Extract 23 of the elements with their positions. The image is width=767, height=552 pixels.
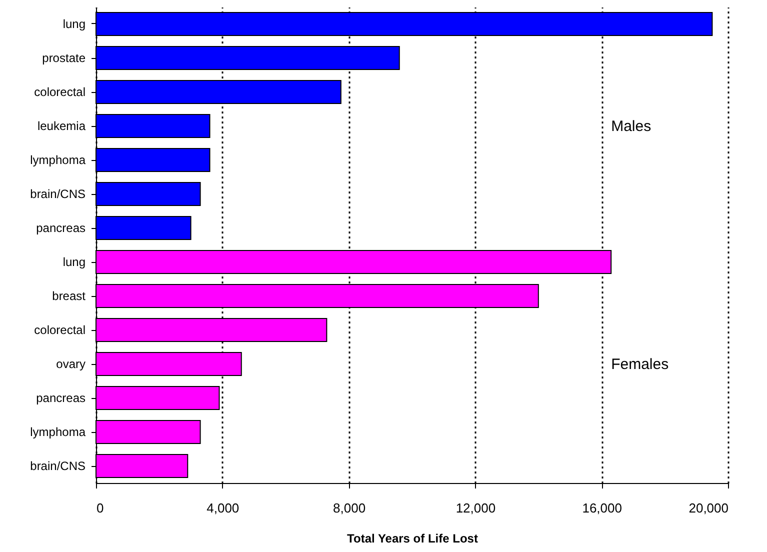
x-tick-label: 16,000 (582, 500, 622, 516)
x-tick-label: 8,000 (333, 500, 366, 516)
x-tick-label: 4,000 (206, 500, 240, 516)
y-tick-label: leukemia (37, 119, 86, 133)
y-tick-label: colorectal (34, 85, 86, 99)
y-tick-label: brain/CNS (30, 187, 86, 201)
text: Males (611, 118, 652, 135)
y-tick-label: lymphoma (30, 425, 86, 439)
y-tick-label: pancreas (36, 391, 86, 405)
x-axis-title: Total Years of Life Lost (347, 532, 478, 546)
x-tick-label: 0 (96, 500, 104, 516)
y-tick-label: lung (62, 255, 86, 269)
y-tick-label: prostate (42, 51, 86, 65)
y-tick-label: ovary (56, 357, 86, 371)
y-tick-label: brain/CNS (30, 459, 86, 473)
y-tick-label: breast (52, 289, 86, 303)
x-tick-label: 20,000 (688, 500, 728, 516)
text: Females (611, 356, 669, 373)
y-tick-label: colorectal (34, 323, 86, 337)
y-tick-label: lymphoma (30, 153, 86, 167)
y-tick-label: lung (62, 17, 86, 31)
y-tick-label: pancreas (36, 221, 86, 235)
x-tick-label: 12,000 (456, 500, 496, 516)
